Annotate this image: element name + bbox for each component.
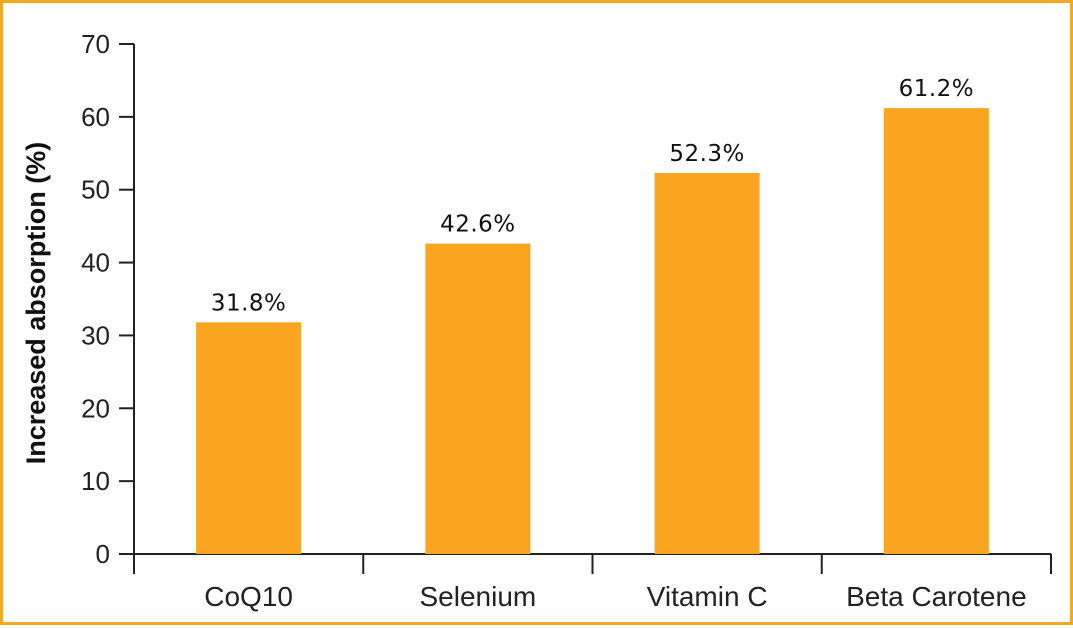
bar bbox=[425, 243, 531, 554]
x-tick-label: Vitamin C bbox=[647, 581, 768, 612]
y-tick-label: 40 bbox=[81, 248, 110, 278]
data-label: 31.8% bbox=[211, 290, 287, 316]
y-tick-label: 30 bbox=[81, 320, 110, 350]
data-label: 42.6% bbox=[440, 212, 516, 238]
bar bbox=[654, 172, 760, 554]
x-tick-label: CoQ10 bbox=[204, 581, 293, 612]
y-axis-title: Increased absorption (%) bbox=[21, 142, 51, 465]
y-tick-label: 20 bbox=[81, 393, 110, 423]
y-tick-label: 10 bbox=[81, 466, 110, 496]
data-label: 52.3% bbox=[669, 141, 745, 167]
bar bbox=[196, 322, 302, 554]
bars bbox=[196, 108, 989, 554]
y-tick-label: 50 bbox=[81, 175, 110, 205]
x-tick-label: Selenium bbox=[420, 581, 537, 612]
data-label: 61.2% bbox=[899, 76, 975, 102]
y-tick-label: 60 bbox=[81, 102, 110, 132]
x-tick-label: Beta Carotene bbox=[846, 581, 1027, 612]
bar bbox=[883, 108, 989, 554]
labels: 31.8% CoQ10 42.6% Selenium 52.3% Vitamin C 61.… bbox=[204, 76, 1026, 612]
y-tick-label: 0 bbox=[96, 539, 110, 569]
y-tick-label: 70 bbox=[81, 29, 110, 59]
bar-chart: 0 10 20 30 40 50 60 70 31.8% CoQ10 42.6% Selenium 5… bbox=[21, 29, 1052, 612]
